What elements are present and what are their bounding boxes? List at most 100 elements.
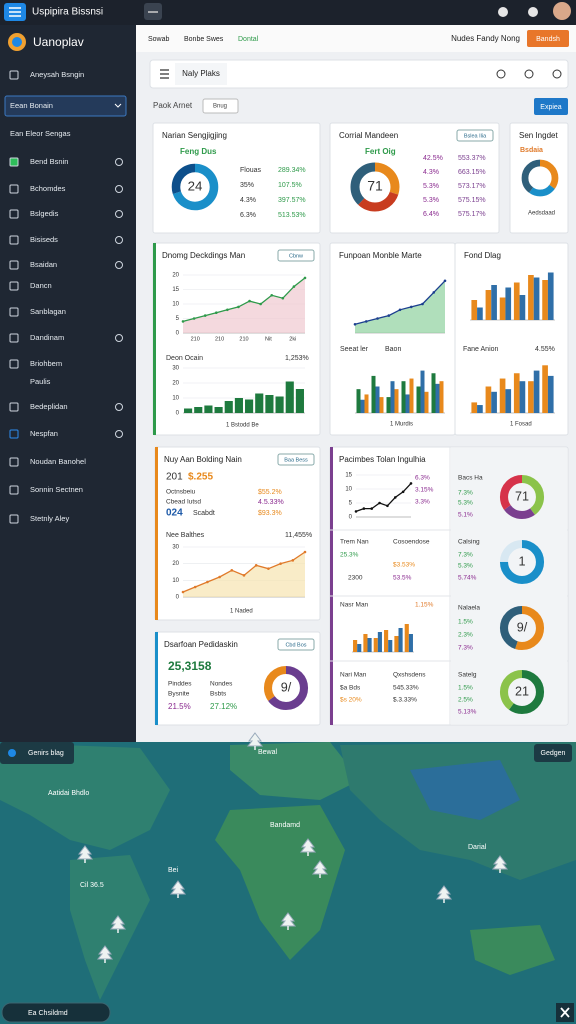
card-chip-label[interactable]: Cbnw	[289, 253, 303, 259]
sidebar-item[interactable]: Bend Bsnin	[30, 157, 68, 166]
card-chip-label[interactable]: Bslea Ilia	[464, 133, 487, 139]
export-button[interactable]	[534, 98, 568, 115]
sidebar-item[interactable]: Stetnly Aley	[30, 514, 69, 523]
card-title: Nuy Aan Bolding Nain	[164, 455, 242, 464]
card-text: 21.5%	[168, 702, 191, 711]
bar	[477, 405, 483, 413]
sidebar-item[interactable]: Eean Bonain	[10, 101, 53, 110]
y-tick-label: 20	[172, 561, 179, 567]
user-name: Nudes Fandy Nong	[451, 34, 520, 43]
sidebar-action[interactable]	[115, 403, 123, 411]
map-button[interactable]	[534, 744, 572, 762]
sidebar-action[interactable]	[115, 236, 123, 244]
card-chip[interactable]	[277, 249, 315, 262]
sidebar-action[interactable]	[115, 334, 123, 342]
card-chip[interactable]	[277, 453, 315, 466]
sidebar-item[interactable]: Bisiseds	[30, 235, 58, 244]
card-chip[interactable]	[456, 129, 494, 142]
section-chip[interactable]	[202, 98, 239, 114]
toolbar-menu[interactable]	[160, 69, 169, 79]
sidebar-item[interactable]: Bedeplidan	[30, 402, 68, 411]
map-footer-label[interactable]: Ea Chsildmd	[28, 1010, 68, 1017]
sidebar-action[interactable]	[115, 261, 123, 269]
app-title: Uspipira Bissnsi	[32, 7, 103, 18]
settings-icon[interactable]	[528, 7, 538, 17]
card-text: Fane Anion	[463, 346, 499, 353]
sidebar-item[interactable]: Nespfan	[30, 429, 58, 438]
card-title: Funpoan Monble Marte	[339, 251, 422, 260]
land	[230, 742, 360, 800]
card-text: 1,253%	[285, 355, 309, 362]
notification-icon[interactable]	[498, 7, 508, 17]
map-button-label[interactable]: Gedgen	[541, 750, 566, 757]
map-label: Bandamd	[270, 822, 300, 829]
card-text: Bysnite	[168, 691, 190, 698]
sidebar	[0, 0, 136, 742]
sidebar-item[interactable]: Dancn	[30, 281, 52, 290]
y-tick-label: 10	[172, 396, 179, 402]
toolbar-tab-label[interactable]: Naly Plaks	[182, 69, 220, 78]
point	[409, 482, 413, 485]
card-text: 7.3%	[458, 490, 473, 497]
header-button-label[interactable]: Bandsh	[536, 36, 560, 43]
sidebar-selected[interactable]	[4, 95, 127, 117]
toolbar-icon[interactable]	[552, 69, 562, 79]
sidebar-icon	[9, 514, 19, 524]
sidebar-item[interactable]: Sanblagan	[30, 307, 66, 316]
bar	[224, 401, 233, 413]
sidebar-item[interactable]: Bchomdes	[30, 184, 66, 193]
bar	[265, 395, 274, 413]
bar	[505, 389, 512, 413]
header-tab[interactable]: Bonbe Swes	[184, 36, 224, 43]
stat-value: 6.3%	[240, 212, 256, 219]
bar	[485, 386, 492, 413]
sidebar-action[interactable]	[115, 210, 123, 218]
sidebar-item[interactable]: Bslgedis	[30, 209, 59, 218]
sidebar-item[interactable]: Dandinam	[30, 333, 64, 342]
bar	[386, 397, 391, 413]
donut-label: 21	[515, 684, 529, 698]
card-text: 4.5.33%	[258, 499, 284, 506]
export-button-label[interactable]: Expiea	[540, 104, 562, 111]
sidebar-item[interactable]: Briohbem	[30, 359, 62, 368]
bar	[533, 370, 540, 413]
bar	[547, 375, 554, 413]
header-tab[interactable]: Sowab	[148, 36, 170, 43]
card-text: Feng Dus	[180, 147, 217, 156]
point	[370, 507, 374, 510]
card-text: 11,455%	[285, 532, 312, 539]
x-tick-label: 2ki	[289, 336, 296, 342]
bar	[353, 640, 358, 652]
bar	[499, 297, 506, 320]
card-text: Seeat ler	[340, 346, 369, 353]
header-button[interactable]	[527, 30, 569, 47]
card-text: 1 Naded	[230, 609, 253, 615]
sidebar-item[interactable]: Noudan Banohel	[30, 457, 86, 466]
sidebar-action[interactable]	[115, 185, 123, 193]
sidebar-item[interactable]: Bsaidan	[30, 260, 57, 269]
card-chip-label[interactable]: Baa Bess	[284, 457, 308, 463]
point	[248, 299, 251, 303]
card-text: 201	[166, 472, 183, 483]
sidebar-action[interactable]	[115, 158, 123, 166]
card-chip[interactable]	[277, 638, 315, 651]
y-tick-label: 10	[172, 578, 179, 584]
sidebar-item[interactable]: Aneysah Bsngin	[30, 70, 84, 79]
card-chip-label[interactable]: Cbd Bos	[285, 642, 306, 648]
section-chip-label[interactable]: Bnug	[213, 104, 227, 110]
map-footer[interactable]	[1, 1002, 111, 1023]
sidebar-action[interactable]	[115, 430, 123, 438]
sidebar-item[interactable]: Sonnin Sectnen	[30, 485, 83, 494]
point	[376, 317, 379, 320]
stat-value: Flouas	[240, 167, 262, 174]
y-tick-label: 20	[172, 381, 179, 387]
point	[354, 510, 358, 513]
header-tab[interactable]: Dontal	[238, 36, 259, 43]
avatar[interactable]	[553, 2, 571, 20]
toolbar-tab[interactable]	[175, 63, 227, 85]
sidebar-item[interactable]: Paulis	[30, 377, 51, 386]
sidebar-item[interactable]: Ean Eleor Sengas	[10, 129, 71, 138]
toolbar-icon[interactable]	[524, 69, 534, 79]
toolbar-icon[interactable]	[496, 69, 506, 79]
